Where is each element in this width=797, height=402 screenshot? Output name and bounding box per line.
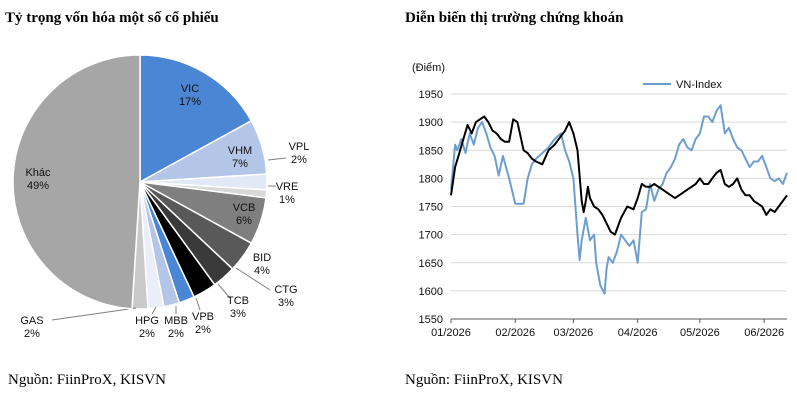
pie-label-vpl: VPL xyxy=(289,141,310,153)
pie-leader-line xyxy=(51,307,137,321)
pie-pct-vre: 1% xyxy=(279,194,295,206)
x-tick-label: 01/2026 xyxy=(431,327,471,339)
pie-slice-vic xyxy=(139,54,253,184)
pie-pct-tcb: 3% xyxy=(230,308,246,320)
pie-source-note: Nguồn: FiinProX, KISVN xyxy=(8,372,166,388)
y-tick-label: 1650 xyxy=(419,258,443,270)
series-line-black xyxy=(450,115,788,236)
y-tick-label: 1700 xyxy=(419,230,443,242)
y-tick-label: 1850 xyxy=(419,145,443,157)
pie-label-tcb: TCB xyxy=(227,295,249,307)
x-tick-label: 06/2026 xyxy=(744,327,784,339)
pie-pct-mbb: 2% xyxy=(168,328,184,340)
pie-leader-line xyxy=(195,297,201,311)
line-source-note: Nguồn: FiinProX, KISVN xyxy=(405,372,563,388)
pie-label-hpg: HPG xyxy=(135,315,159,327)
pie-label-vhm: VHM xyxy=(228,145,252,157)
pie-pct-vic: 17% xyxy=(179,96,201,108)
pie-label-vre: VRE xyxy=(276,181,299,193)
pie-label-ctg: CTG xyxy=(274,284,297,296)
pie-pct-vcb: 6% xyxy=(236,215,252,227)
pie-leader-line xyxy=(267,157,287,161)
y-tick-label: 1750 xyxy=(419,202,443,214)
pie-label-bid: BID xyxy=(253,252,271,264)
pie-pct-vpb: 2% xyxy=(195,324,211,336)
pie-label-vcb: VCB xyxy=(233,202,256,214)
x-tick-label: 02/2026 xyxy=(495,327,535,339)
pie-slice-khác xyxy=(12,54,141,310)
pie-chart-title: Tỷ trọng vốn hóa một số cổ phiếu xyxy=(5,10,219,26)
pie-label-khác: Khác xyxy=(25,167,51,179)
legend-label-vn-index: VN-Index xyxy=(676,79,722,91)
pie-pct-vpl: 2% xyxy=(291,154,307,166)
y-tick-label: 1800 xyxy=(419,173,443,185)
pie-pct-bid: 4% xyxy=(254,265,270,277)
y-tick-label: 1950 xyxy=(419,89,443,101)
pie-leader-line xyxy=(151,306,157,315)
y-tick-label: 1600 xyxy=(419,286,443,298)
y-tick-label: 1550 xyxy=(419,314,443,326)
pie-label-gas: GAS xyxy=(20,315,43,327)
y-axis-unit-label: (Điểm) xyxy=(412,62,445,74)
pie-pct-ctg: 3% xyxy=(278,297,294,309)
pie-label-vic: VIC xyxy=(181,83,199,95)
pie-leader-line xyxy=(217,283,231,299)
line-chart-title: Diễn biến thị trường chứng khoán xyxy=(405,10,624,26)
x-tick-label: 05/2026 xyxy=(680,327,720,339)
pie-label-mbb: MBB xyxy=(164,315,188,327)
pie-label-vpb: VPB xyxy=(192,311,214,323)
pie-pct-khác: 49% xyxy=(27,180,49,192)
pie-pct-gas: 2% xyxy=(24,328,40,340)
x-tick-label: 03/2026 xyxy=(553,327,593,339)
y-tick-label: 1900 xyxy=(419,117,443,129)
pie-pct-hpg: 2% xyxy=(139,328,155,340)
pie-pct-vhm: 7% xyxy=(232,158,248,170)
pie-leader-line xyxy=(235,267,271,291)
series-line-vn-index xyxy=(450,104,788,295)
x-tick-label: 04/2026 xyxy=(618,327,658,339)
